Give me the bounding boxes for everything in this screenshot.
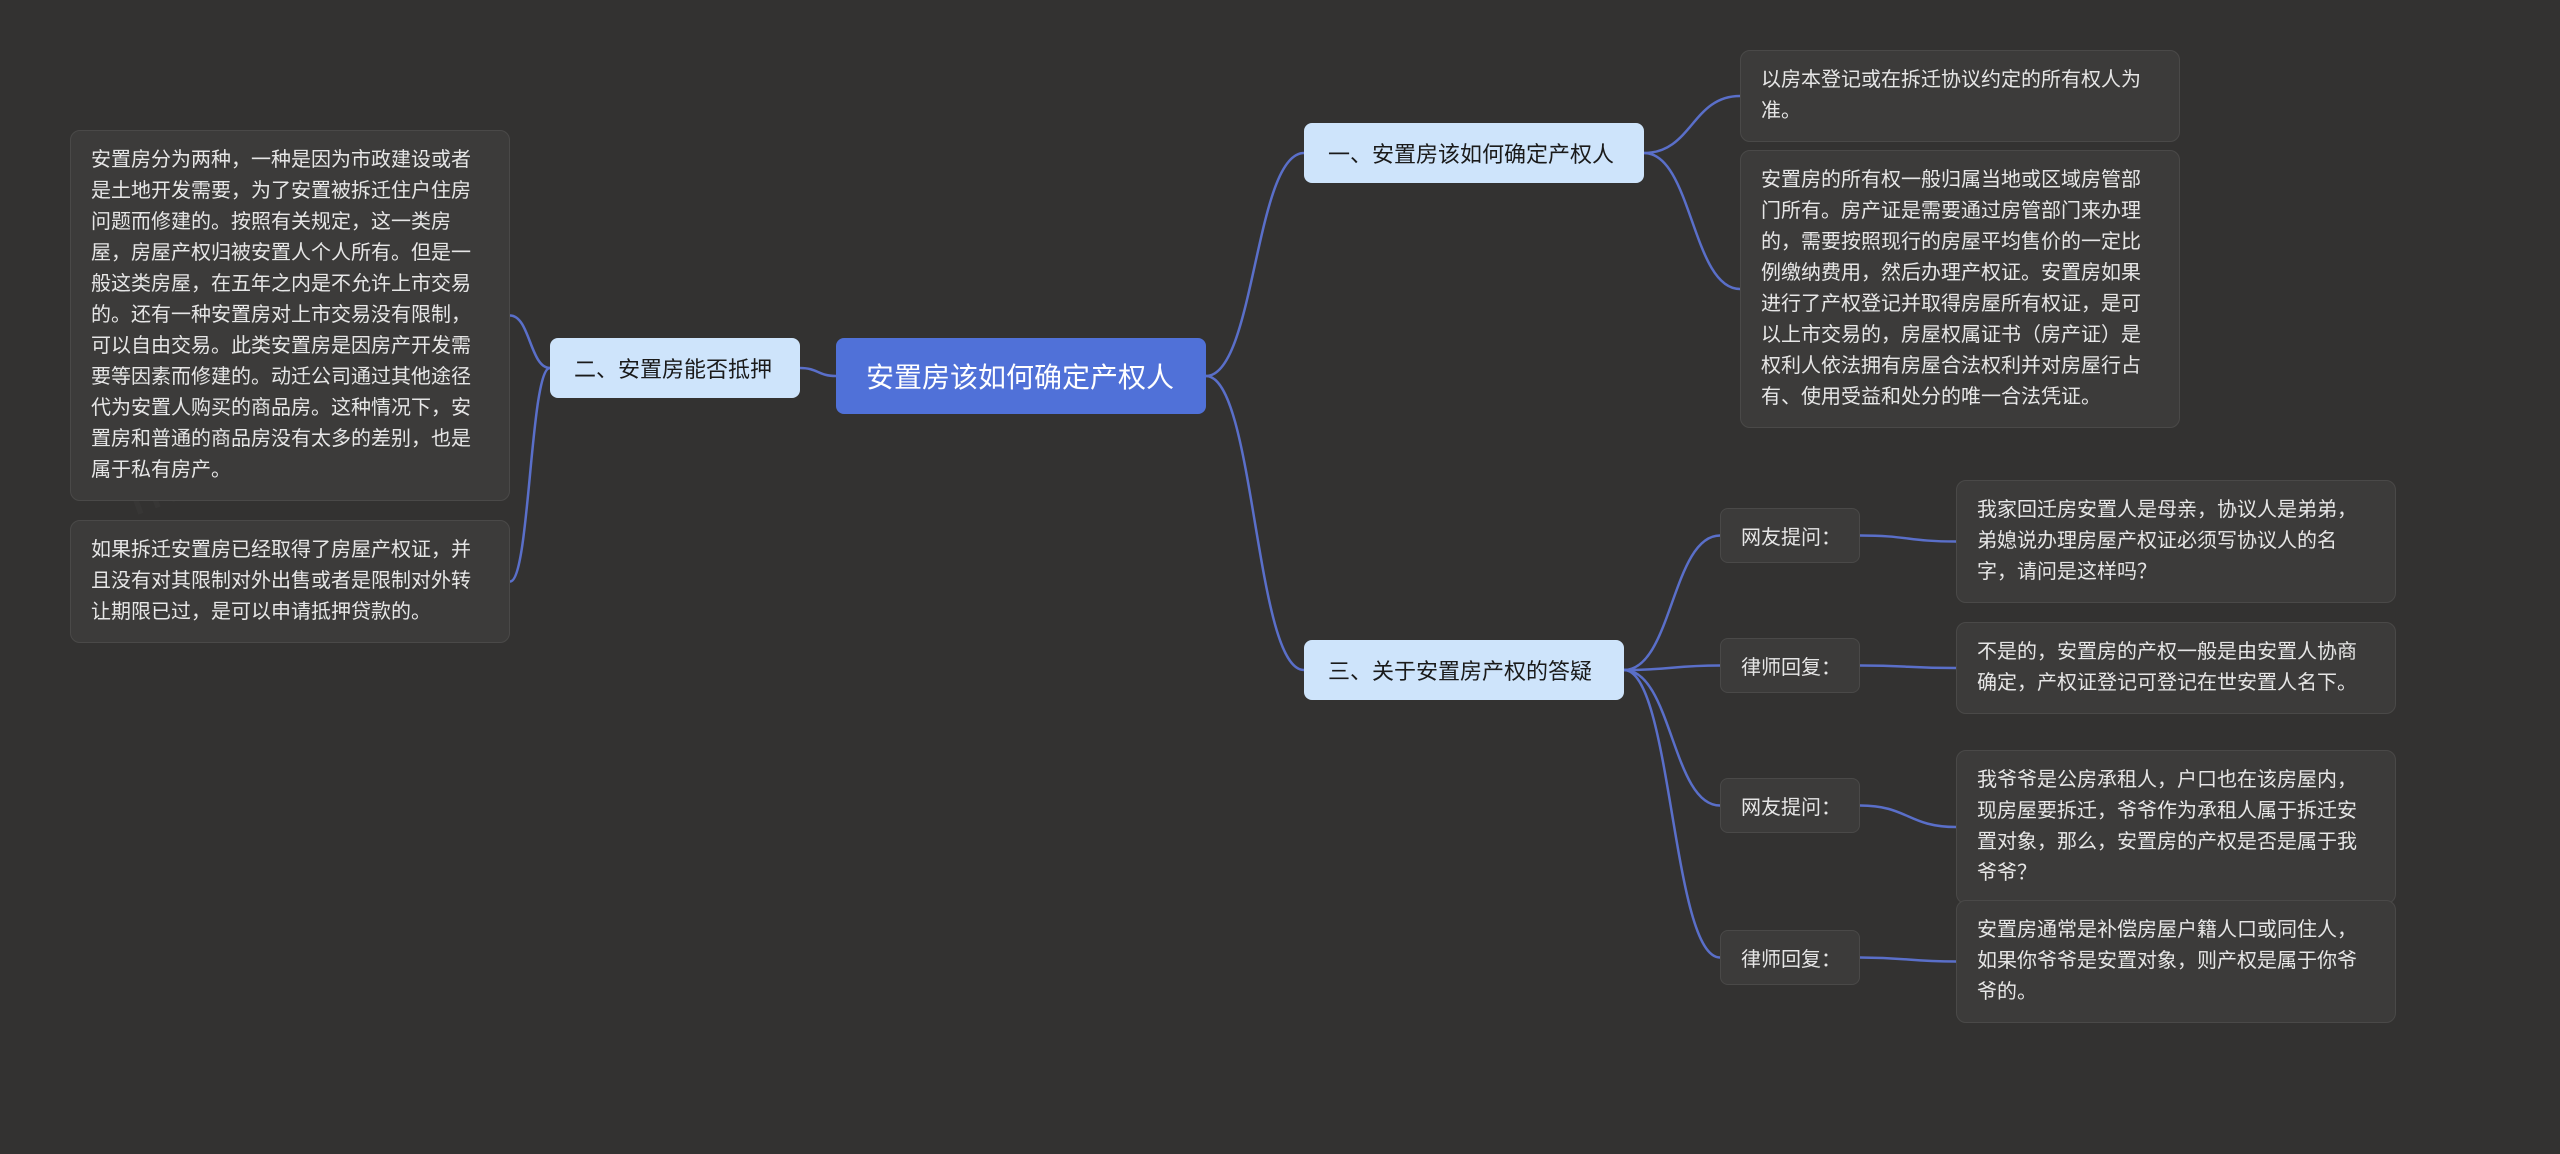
- qa-leaf-q1[interactable]: 我家回迁房安置人是母亲，协议人是弟弟，弟媳说办理房屋产权证必须写协议人的名字，请…: [1956, 480, 2396, 603]
- branch-node-2[interactable]: 二、安置房能否抵押: [550, 338, 800, 398]
- mindmap-canvas: mindmap mindmap 安置房该如何确定产权人 一、安置房该如何确定产权…: [0, 0, 2560, 1154]
- qa-label-a2[interactable]: 律师回复：: [1720, 930, 1860, 985]
- branch-node-3[interactable]: 三、关于安置房产权的答疑: [1304, 640, 1624, 700]
- qa-leaf-q2[interactable]: 我爷爷是公房承租人，户口也在该房屋内，现房屋要拆迁，爷爷作为承租人属于拆迁安置对…: [1956, 750, 2396, 904]
- leaf-node-1b[interactable]: 安置房的所有权一般归属当地或区域房管部门所有。房产证是需要通过房管部门来办理的，…: [1740, 150, 2180, 428]
- qa-label-q1[interactable]: 网友提问：: [1720, 508, 1860, 563]
- leaf-node-2b[interactable]: 如果拆迁安置房已经取得了房屋产权证，并且没有对其限制对外出售或者是限制对外转让期…: [70, 520, 510, 643]
- leaf-node-1a[interactable]: 以房本登记或在拆迁协议约定的所有权人为准。: [1740, 50, 2180, 142]
- qa-label-q2[interactable]: 网友提问：: [1720, 778, 1860, 833]
- qa-leaf-a1[interactable]: 不是的，安置房的产权一般是由安置人协商确定，产权证登记可登记在世安置人名下。: [1956, 622, 2396, 714]
- root-node[interactable]: 安置房该如何确定产权人: [836, 338, 1206, 414]
- qa-leaf-a2[interactable]: 安置房通常是补偿房屋户籍人口或同住人，如果你爷爷是安置对象，则产权是属于你爷爷的…: [1956, 900, 2396, 1023]
- leaf-node-2a[interactable]: 安置房分为两种，一种是因为市政建设或者是土地开发需要，为了安置被拆迁住户住房问题…: [70, 130, 510, 501]
- branch-node-1[interactable]: 一、安置房该如何确定产权人: [1304, 123, 1644, 183]
- qa-label-a1[interactable]: 律师回复：: [1720, 638, 1860, 693]
